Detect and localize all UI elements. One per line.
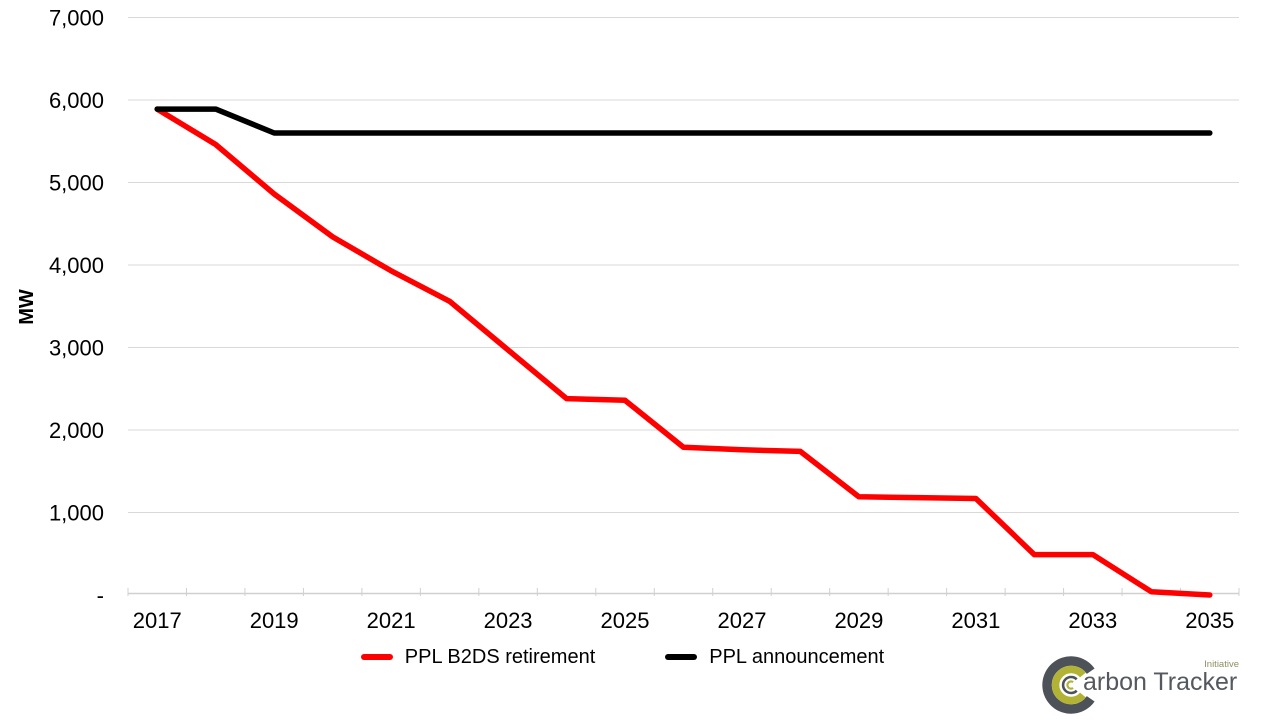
logo-wordmark: arbon Tracker [1083,668,1237,696]
legend-swatch-black-line [665,654,698,660]
svg-text:2035: 2035 [1185,608,1234,633]
svg-text:-: - [97,583,104,608]
svg-text:2,000: 2,000 [49,418,104,443]
chart-legend: PPL B2DS retirement PPL announcement [0,645,1280,669]
svg-text:2027: 2027 [717,608,766,633]
svg-text:2031: 2031 [951,608,1000,633]
svg-text:2033: 2033 [1068,608,1117,633]
svg-text:1,000: 1,000 [49,501,104,526]
svg-text:2019: 2019 [250,608,299,633]
carbon-tracker-logo: arbon Tracker Initiative [1042,656,1239,714]
legend-label-ppl-announcement: PPL announcement [709,645,885,668]
svg-text:6,000: 6,000 [49,88,104,113]
svg-text:2017: 2017 [133,608,182,633]
line-chart: 7,000 6,000 5,000 4,000 3,000 2,000 1,000 - 201… [49,6,1240,633]
logo-inner-c-icon [1061,675,1078,695]
legend-label-ppl-b2ds-retirement: PPL B2DS retirement [404,645,596,668]
svg-text:3,000: 3,000 [49,336,104,361]
svg-text:4,000: 4,000 [49,253,104,278]
series-line-ppl-b2ds-retirement [154,106,1213,598]
y-gridlines [128,17,1239,513]
svg-text:2025: 2025 [601,608,650,633]
svg-text:2029: 2029 [834,608,883,633]
y-axis-title: MW [16,289,38,325]
svg-text:5,000: 5,000 [49,171,104,196]
series-lines [154,106,1213,598]
legend-item-ppl-b2ds-retirement: PPL B2DS retirement [360,645,596,669]
x-axis [127,588,1240,596]
logo-olive-c-icon [1051,665,1086,705]
logo-outer-c-icon [1042,656,1095,714]
svg-text:2021: 2021 [367,608,416,633]
svg-text:7,000: 7,000 [49,6,104,31]
x-tick-labels: 2017 2019 2021 2023 2025 2027 2029 2031 2033 2035 [133,608,1234,633]
logo-tagline: Initiative [1204,659,1239,670]
logo-center-c-icon [1066,680,1074,690]
y-tick-labels: 7,000 6,000 5,000 4,000 3,000 2,000 1,000 - [49,6,104,609]
series-line-ppl-announcement [154,106,1213,136]
legend-swatch-red-line [360,654,393,660]
svg-text:2023: 2023 [484,608,533,633]
legend-item-ppl-announcement: PPL announcement [665,646,884,669]
